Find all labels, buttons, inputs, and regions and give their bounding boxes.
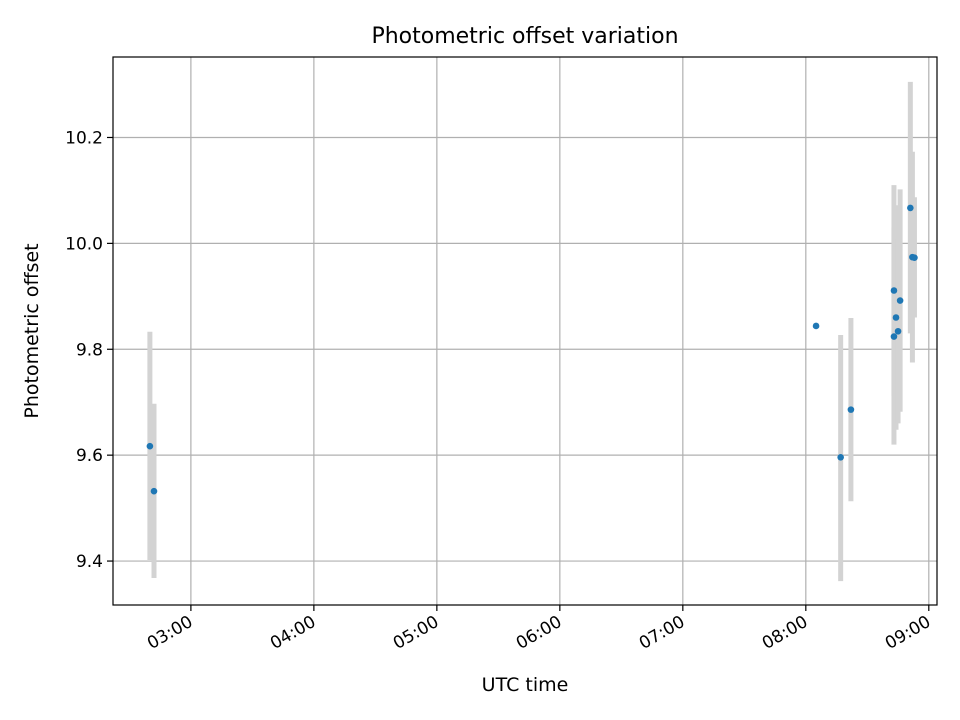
- data-point: [847, 406, 855, 413]
- data-point: [890, 287, 898, 294]
- y-tick-label: 9.8: [76, 340, 103, 360]
- x-tick-label: 04:00: [267, 612, 319, 654]
- point-layer: [146, 204, 918, 495]
- data-point: [150, 487, 158, 495]
- x-tick-label: 06:00: [513, 612, 565, 654]
- y-tick-label: 9.4: [76, 552, 103, 572]
- data-point: [837, 453, 844, 461]
- y-axis-label: Photometric offset: [21, 243, 43, 418]
- data-point: [812, 322, 820, 330]
- data-point: [896, 297, 904, 304]
- grid-layer: [113, 57, 937, 605]
- data-point: [894, 327, 902, 335]
- x-tick-label: 05:00: [390, 612, 442, 654]
- chart-title: Photometric offset variation: [371, 24, 678, 49]
- data-point: [907, 204, 914, 212]
- x-axis-label: UTC time: [482, 674, 569, 696]
- x-tick-label: 03:00: [144, 612, 196, 654]
- x-tick-label: 08:00: [759, 612, 811, 654]
- y-tick-label: 10.2: [65, 128, 103, 148]
- plot-frame: [112, 56, 938, 606]
- errorbar-layer: [147, 81, 917, 582]
- x-tick-label: 07:00: [636, 612, 688, 654]
- y-tick-label: 9.6: [76, 446, 103, 466]
- data-point: [911, 254, 918, 261]
- data-point: [892, 314, 900, 321]
- tick-layer: 03:00 04:00 05:00 06:00 07:00 08:00 09:00 9.4 9.…: [65, 128, 934, 653]
- data-point: [146, 442, 154, 450]
- y-tick-label: 10.0: [65, 234, 103, 254]
- x-tick-label: 09:00: [882, 612, 934, 654]
- data-point: [890, 333, 898, 340]
